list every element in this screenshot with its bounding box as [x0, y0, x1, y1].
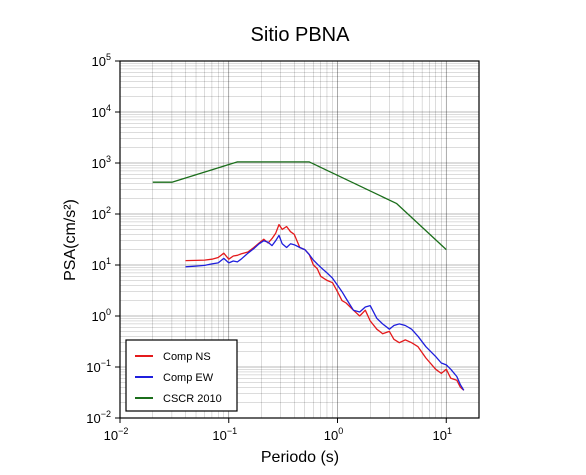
legend-box — [125, 339, 238, 412]
y-tick-label: 104 — [92, 103, 111, 120]
legend-label: Comp EW — [163, 372, 214, 384]
y-tick-exponent: 2 — [106, 205, 111, 215]
y-tick-label: 102 — [92, 205, 111, 222]
series-line-cscr-2010 — [152, 161, 447, 251]
x-tick-exponent: −1 — [227, 426, 237, 436]
x-tick-label: 10−2 — [104, 426, 129, 443]
minor-grid — [120, 61, 480, 418]
x-axis-ticks: 10−2 10−1 100 101 — [104, 418, 452, 443]
y-axis-label: PSA(cm/s²) — [62, 199, 79, 281]
y-tick-exponent: 0 — [106, 307, 111, 317]
legend: Comp NS Comp EW CSCR 2010 — [125, 339, 238, 412]
y-tick-exponent: −1 — [101, 358, 111, 368]
y-tick-label: 105 — [92, 52, 111, 69]
x-tick-exponent: 1 — [447, 426, 452, 436]
series-line-comp-ew — [185, 234, 465, 391]
x-axis-label: Periodo (s) — [261, 449, 339, 466]
x-tick-label: 10−1 — [212, 426, 237, 443]
x-tick-label: 100 — [324, 426, 343, 443]
legend-label: CSCR 2010 — [163, 393, 222, 405]
y-tick-exponent: 1 — [106, 256, 111, 266]
x-tick-label: 101 — [433, 426, 452, 443]
y-tick-label: 103 — [92, 154, 111, 171]
chart-title: Sitio PBNA — [251, 24, 351, 46]
y-tick-exponent: 3 — [106, 154, 111, 164]
series-lines — [152, 161, 465, 391]
y-tick-label: 10−2 — [86, 409, 111, 426]
y-tick-exponent: −2 — [101, 409, 111, 419]
legend-label: Comp NS — [163, 351, 211, 363]
y-tick-label: 10−1 — [86, 358, 111, 375]
y-tick-exponent: 4 — [106, 103, 111, 113]
y-tick-exponent: 5 — [106, 52, 111, 62]
x-tick-exponent: 0 — [338, 426, 343, 436]
series-line-comp-ns — [185, 223, 465, 391]
x-tick-exponent: −2 — [118, 426, 128, 436]
y-tick-label: 100 — [92, 307, 111, 324]
plot-frame — [119, 60, 480, 419]
y-tick-label: 101 — [92, 256, 111, 273]
